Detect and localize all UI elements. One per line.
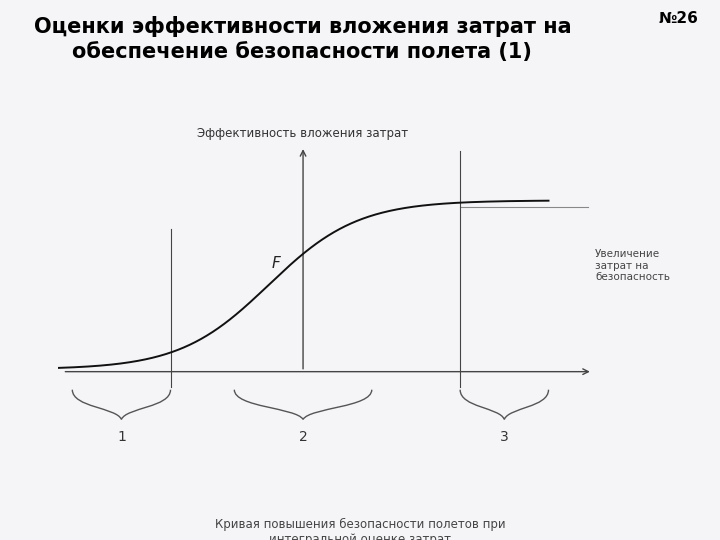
Text: Оценки эффективности вложения затрат на
обеспечение безопасности полета (1): Оценки эффективности вложения затрат на … [34,16,571,62]
Text: Эффективность вложения затрат: Эффективность вложения затрат [197,126,409,139]
Text: №26: №26 [659,11,698,26]
Text: 1: 1 [117,430,126,444]
Text: 2: 2 [299,430,307,444]
Text: Кривая повышения безопасности полетов при
интегральной оценке затрат: Кривая повышения безопасности полетов пр… [215,518,505,540]
Text: Увеличение
затрат на
безопасность: Увеличение затрат на безопасность [595,249,670,282]
Text: 3: 3 [500,430,509,444]
Text: F: F [271,256,280,271]
